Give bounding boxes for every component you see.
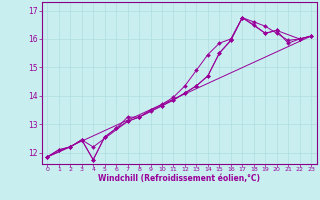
X-axis label: Windchill (Refroidissement éolien,°C): Windchill (Refroidissement éolien,°C) bbox=[98, 174, 260, 183]
